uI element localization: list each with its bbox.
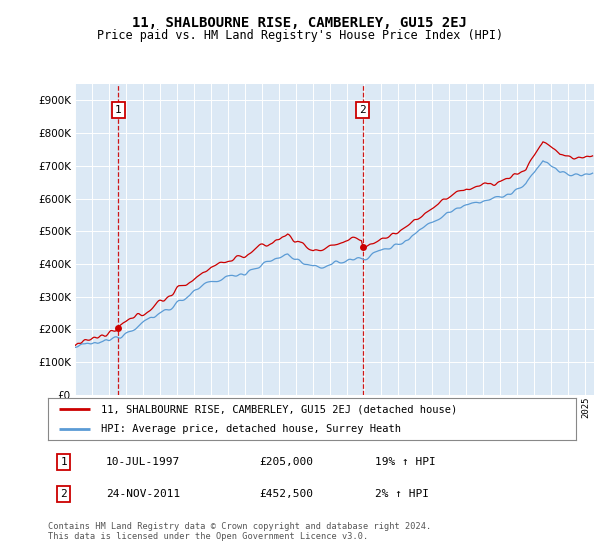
Text: HPI: Average price, detached house, Surrey Heath: HPI: Average price, detached house, Surr… <box>101 424 401 434</box>
Text: £205,000: £205,000 <box>259 457 313 467</box>
Text: Contains HM Land Registry data © Crown copyright and database right 2024.
This d: Contains HM Land Registry data © Crown c… <box>48 522 431 542</box>
Text: 2: 2 <box>61 489 67 499</box>
Text: 1: 1 <box>115 105 122 115</box>
Text: 2% ↑ HPI: 2% ↑ HPI <box>376 489 430 499</box>
Text: 1: 1 <box>61 457 67 467</box>
Text: 2: 2 <box>359 105 366 115</box>
Text: 19% ↑ HPI: 19% ↑ HPI <box>376 457 436 467</box>
Text: 24-NOV-2011: 24-NOV-2011 <box>106 489 181 499</box>
Text: 10-JUL-1997: 10-JUL-1997 <box>106 457 181 467</box>
Text: 11, SHALBOURNE RISE, CAMBERLEY, GU15 2EJ: 11, SHALBOURNE RISE, CAMBERLEY, GU15 2EJ <box>133 16 467 30</box>
Text: 11, SHALBOURNE RISE, CAMBERLEY, GU15 2EJ (detached house): 11, SHALBOURNE RISE, CAMBERLEY, GU15 2EJ… <box>101 404 457 414</box>
Text: Price paid vs. HM Land Registry's House Price Index (HPI): Price paid vs. HM Land Registry's House … <box>97 29 503 42</box>
Text: £452,500: £452,500 <box>259 489 313 499</box>
